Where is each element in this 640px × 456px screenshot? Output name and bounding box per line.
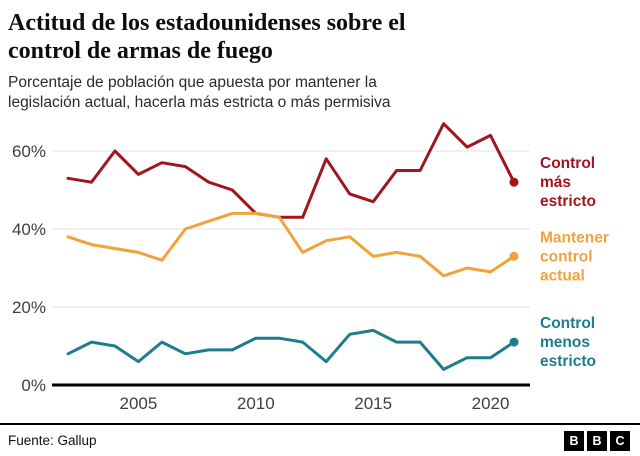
series-end-dot-mantener-control-actual xyxy=(509,251,519,261)
chart-subtitle: Porcentaje de población que apuesta por … xyxy=(8,73,630,113)
series-line-mantener-control-actual xyxy=(66,211,516,278)
series-line-control-mas-estricto xyxy=(66,122,516,219)
bbc-logo-block-c: C xyxy=(610,430,630,451)
subtitle-line-1: Porcentaje de población que apuesta por … xyxy=(8,73,377,91)
line-chart: 0% 20% 40% 60% 2005 2010 2015 2020 Control más est… xyxy=(12,122,609,413)
series-end-dot-control-mas-estricto xyxy=(509,177,519,187)
series-end-dot-control-menos-estricto xyxy=(509,337,519,347)
y-axis-label: 40% xyxy=(12,220,46,239)
y-axis-label: 60% xyxy=(12,142,46,161)
title-line-1: Actitud de los estadounidenses sobre el xyxy=(8,10,406,36)
y-axis-label: 20% xyxy=(12,298,46,317)
series-label-control-menos-estricto: Control menos estricto xyxy=(540,315,596,370)
x-axis-label: 2020 xyxy=(472,394,510,413)
series-label-mantener-control-actual: Mantener control actual xyxy=(540,229,609,284)
series-line-control-menos-estricto xyxy=(66,328,516,371)
chart-header: Actitud de los estadounidenses sobre el … xyxy=(0,0,640,113)
x-axis-label: 2015 xyxy=(354,394,392,413)
bbc-logo: B B C xyxy=(564,430,630,451)
series-label-control-mas-estricto: Control más estricto xyxy=(540,155,596,210)
y-axis-label: 0% xyxy=(21,376,46,395)
bbc-logo-block-b2: B xyxy=(587,430,607,451)
title-line-2: control de armas de fuego xyxy=(8,37,273,64)
chart-area: 0% 20% 40% 60% 2005 2010 2015 2020 Control más est… xyxy=(0,113,640,423)
subtitle-line-2: legislación actual, hacerla más estricta… xyxy=(8,93,391,111)
x-axis-label: 2010 xyxy=(237,394,275,413)
page-title: Actitud de los estadounidenses sobre el … xyxy=(8,10,630,66)
source-text: Fuente: Gallup xyxy=(8,433,97,449)
chart-footer: Fuente: Gallup B B C xyxy=(0,422,640,451)
bbc-logo-block-b1: B xyxy=(564,430,584,451)
x-axis-label: 2005 xyxy=(120,394,158,413)
